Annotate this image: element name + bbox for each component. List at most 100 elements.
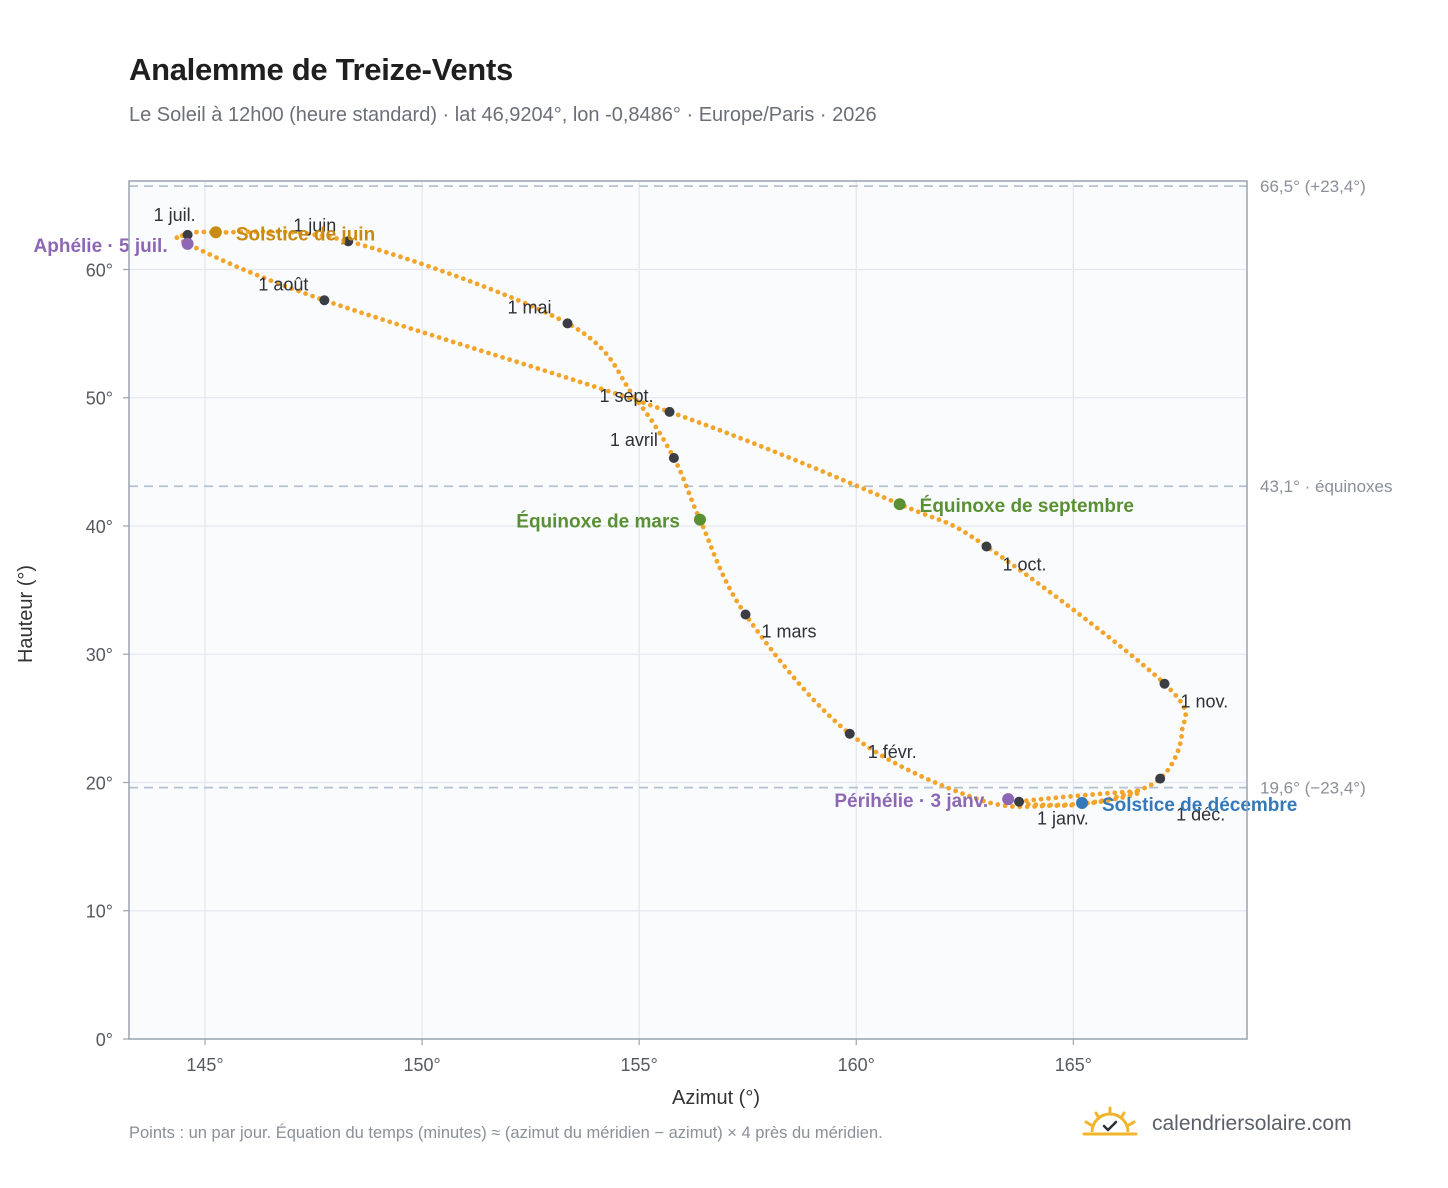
- day-point: [563, 375, 569, 380]
- day-point: [608, 356, 614, 362]
- day-point: [598, 345, 604, 351]
- day-point: [772, 449, 778, 455]
- day-point: [241, 267, 246, 272]
- day-point: [995, 802, 1001, 807]
- day-point: [1088, 621, 1094, 626]
- month-marker: [319, 295, 330, 306]
- day-point: [467, 278, 473, 284]
- day-point: [619, 393, 625, 399]
- day-point: [738, 604, 744, 610]
- day-point: [1053, 594, 1059, 600]
- day-point: [847, 480, 853, 486]
- day-point: [1060, 794, 1066, 800]
- day-point: [711, 552, 717, 557]
- day-point: [612, 391, 618, 396]
- day-point: [1135, 657, 1141, 663]
- day-point: [570, 377, 576, 383]
- day-point: [700, 524, 706, 530]
- day-point: [703, 531, 709, 537]
- day-point: [405, 256, 410, 262]
- month-marker: [182, 229, 193, 240]
- day-point: [460, 276, 466, 282]
- day-point: [1026, 801, 1031, 807]
- day-point: [755, 628, 761, 634]
- day-point: [593, 340, 599, 346]
- day-point: [495, 289, 501, 295]
- axes: 145° 150° 155° 160° 165° 0° 10° 20° 30° 40° 50° 60°…: [15, 260, 1092, 1109]
- day-point: [861, 741, 866, 747]
- event-marker: [893, 498, 906, 511]
- day-point: [696, 420, 702, 425]
- month-marker-label: 1 juin: [293, 215, 336, 235]
- day-point: [993, 550, 999, 556]
- brand[interactable]: calendriersolaire.com: [1082, 1104, 1352, 1144]
- day-point: [799, 460, 805, 466]
- x-tick-label: 160°: [838, 1055, 875, 1075]
- month-marker: [844, 728, 855, 739]
- day-point: [1059, 598, 1065, 604]
- day-point: [855, 737, 860, 743]
- day-point: [238, 229, 244, 235]
- day-point: [1082, 792, 1088, 798]
- day-point: [223, 229, 229, 235]
- day-point: [782, 664, 788, 669]
- month-marker: [664, 406, 675, 417]
- day-point: [801, 686, 807, 692]
- day-point: [500, 355, 505, 360]
- day-point: [419, 261, 424, 267]
- day-point: [440, 268, 445, 274]
- month-marker: [562, 318, 573, 329]
- day-point: [1114, 794, 1119, 800]
- day-point: [689, 497, 694, 503]
- day-point: [493, 352, 498, 358]
- day-point: [1053, 795, 1059, 801]
- day-point: [1172, 755, 1178, 760]
- day-point: [779, 452, 785, 458]
- day-point: [727, 585, 732, 591]
- day-point: [631, 394, 637, 400]
- day-point: [912, 770, 918, 776]
- event-markers: Solstice de juin Aphélie · 5 juil. Équinox…: [34, 224, 1298, 816]
- day-point: [549, 370, 555, 376]
- month-marker-label: 1 févr.: [868, 742, 917, 762]
- day-point: [1128, 790, 1134, 796]
- day-point: [645, 412, 650, 418]
- day-point: [943, 519, 949, 525]
- day-point: [261, 275, 267, 281]
- day-point: [1035, 581, 1041, 586]
- day-point: [1179, 726, 1185, 732]
- month-marker: [1159, 678, 1170, 689]
- day-point: [1065, 603, 1071, 609]
- day-point: [791, 675, 797, 681]
- day-point: [380, 317, 386, 323]
- day-point: [723, 579, 729, 584]
- day-point: [1029, 576, 1035, 582]
- day-point: [745, 438, 750, 444]
- day-point: [1041, 585, 1047, 591]
- day-point: [542, 309, 548, 315]
- month-marker-label: 1 oct.: [1002, 555, 1046, 575]
- month-marker: [981, 541, 992, 552]
- day-point: [450, 339, 456, 345]
- day-point: [338, 303, 343, 309]
- day-point: [734, 598, 740, 604]
- x-tick-label: 155°: [621, 1055, 658, 1075]
- day-point: [433, 266, 438, 272]
- day-point: [956, 526, 962, 532]
- day-point: [194, 229, 199, 235]
- day-point: [488, 286, 494, 292]
- day-point: [953, 788, 959, 794]
- day-point: [535, 366, 541, 371]
- event-marker: [1076, 797, 1089, 810]
- event-label: Aphélie · 5 juil.: [34, 236, 168, 257]
- day-point: [1168, 687, 1174, 693]
- chart-subtitle: Le Soleil à 12h00 (heure standard) · lat…: [129, 104, 877, 126]
- day-point: [1046, 796, 1051, 801]
- reference-line-label: 19,6° (−23,4°): [1260, 779, 1366, 798]
- x-tick-label: 150°: [403, 1055, 440, 1075]
- month-marker-label: 1 janv.: [1037, 809, 1089, 829]
- day-point: [616, 369, 622, 375]
- y-tick-label: 50°: [86, 389, 113, 409]
- day-point: [486, 350, 491, 356]
- chart-title: Analemme de Treize-Vents: [129, 52, 513, 87]
